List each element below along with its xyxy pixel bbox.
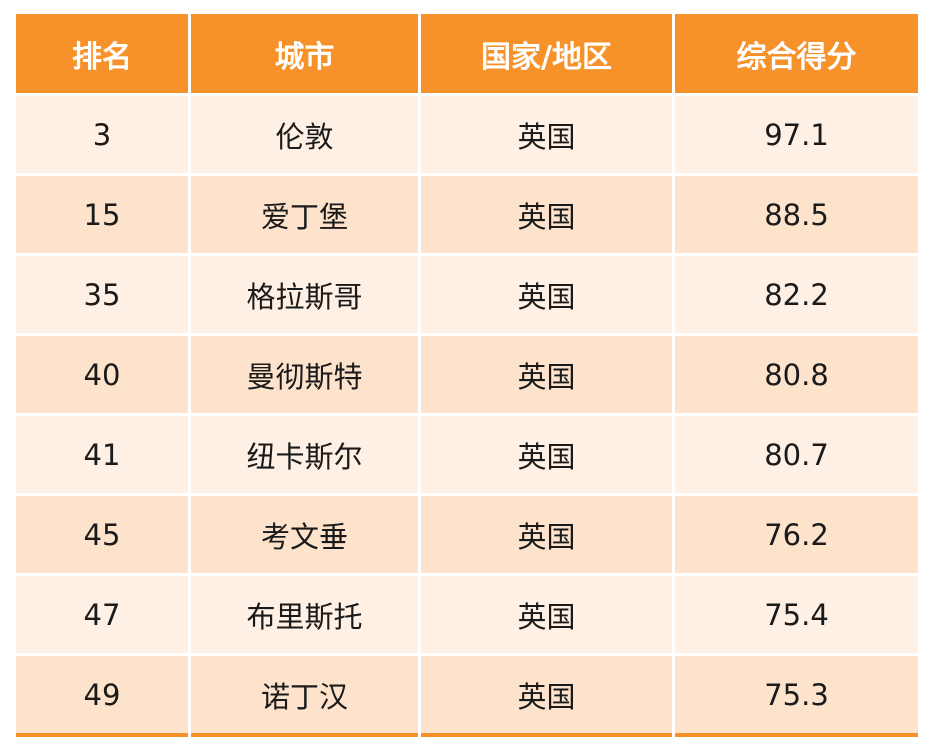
bottom-border-segment bbox=[675, 733, 918, 737]
city-cell: 爱丁堡 bbox=[191, 176, 418, 253]
city-cell: 考文垂 bbox=[191, 496, 418, 573]
bottom-border-segment bbox=[16, 733, 188, 737]
rank-cell: 40 bbox=[16, 336, 188, 413]
country-cell: 英国 bbox=[421, 96, 672, 173]
table-row: 35 格拉斯哥 英国 82.2 bbox=[16, 256, 918, 333]
score-cell: 75.3 bbox=[675, 656, 918, 733]
score-cell: 82.2 bbox=[675, 256, 918, 333]
country-cell: 英国 bbox=[421, 576, 672, 653]
rank-cell: 35 bbox=[16, 256, 188, 333]
country-cell: 英国 bbox=[421, 176, 672, 253]
score-cell: 80.7 bbox=[675, 416, 918, 493]
score-cell: 97.1 bbox=[675, 96, 918, 173]
table-bottom-border bbox=[16, 733, 918, 737]
city-cell: 曼彻斯特 bbox=[191, 336, 418, 413]
header-score: 综合得分 bbox=[675, 14, 918, 93]
table-row: 45 考文垂 英国 76.2 bbox=[16, 496, 918, 573]
city-cell: 布里斯托 bbox=[191, 576, 418, 653]
rank-cell: 49 bbox=[16, 656, 188, 733]
header-rank: 排名 bbox=[16, 14, 188, 93]
header-city: 城市 bbox=[191, 14, 418, 93]
score-cell: 80.8 bbox=[675, 336, 918, 413]
table-header-row: 排名 城市 国家/地区 综合得分 bbox=[16, 14, 918, 93]
city-cell: 诺丁汉 bbox=[191, 656, 418, 733]
score-cell: 76.2 bbox=[675, 496, 918, 573]
bottom-border-segment bbox=[421, 733, 672, 737]
country-cell: 英国 bbox=[421, 336, 672, 413]
country-cell: 英国 bbox=[421, 656, 672, 733]
table-row: 3 伦敦 英国 97.1 bbox=[16, 96, 918, 173]
city-cell: 格拉斯哥 bbox=[191, 256, 418, 333]
ranking-table: 排名 城市 国家/地区 综合得分 3 伦敦 英国 97.1 15 爱丁堡 英国 … bbox=[16, 14, 918, 736]
score-cell: 88.5 bbox=[675, 176, 918, 253]
rank-cell: 15 bbox=[16, 176, 188, 253]
table-row: 40 曼彻斯特 英国 80.8 bbox=[16, 336, 918, 413]
city-cell: 伦敦 bbox=[191, 96, 418, 173]
table-row: 41 纽卡斯尔 英国 80.7 bbox=[16, 416, 918, 493]
bottom-border-segment bbox=[191, 733, 418, 737]
country-cell: 英国 bbox=[421, 416, 672, 493]
country-cell: 英国 bbox=[421, 496, 672, 573]
header-country: 国家/地区 bbox=[421, 14, 672, 93]
table-row: 15 爱丁堡 英国 88.5 bbox=[16, 176, 918, 253]
score-cell: 75.4 bbox=[675, 576, 918, 653]
table-row: 47 布里斯托 英国 75.4 bbox=[16, 576, 918, 653]
table-row: 49 诺丁汉 英国 75.3 bbox=[16, 656, 918, 733]
city-cell: 纽卡斯尔 bbox=[191, 416, 418, 493]
country-cell: 英国 bbox=[421, 256, 672, 333]
rank-cell: 47 bbox=[16, 576, 188, 653]
rank-cell: 41 bbox=[16, 416, 188, 493]
rank-cell: 3 bbox=[16, 96, 188, 173]
rank-cell: 45 bbox=[16, 496, 188, 573]
